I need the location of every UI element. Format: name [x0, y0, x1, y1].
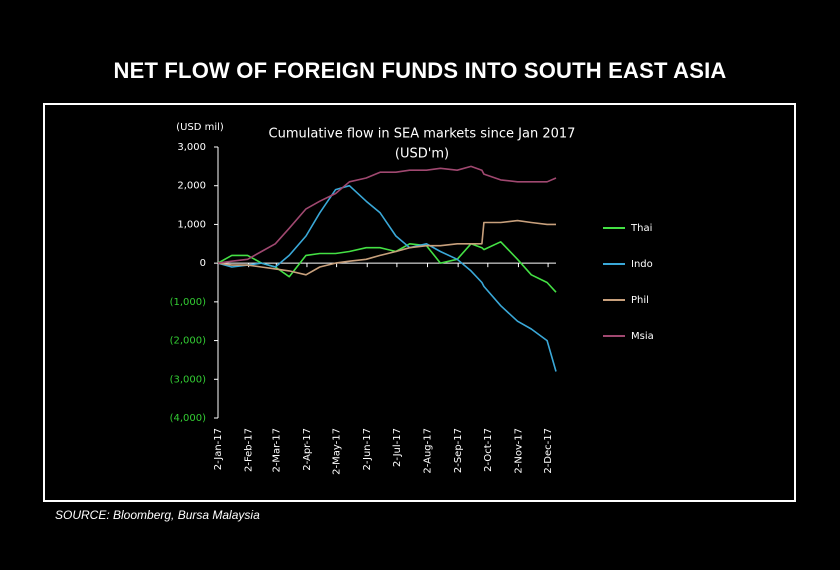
x-tick-label: 2-Jul-17 [392, 428, 403, 467]
y-tick-label: (4,000) [170, 413, 207, 424]
x-tick-label: 2-May-17 [332, 428, 343, 475]
y-tick-label: (3,000) [170, 374, 207, 385]
legend-label: Thai [630, 223, 652, 234]
y-axis-label: (USD mil) [176, 122, 224, 133]
x-tick-label: 2-Aug-17 [423, 428, 434, 474]
x-tick-label: 2-Sep-17 [453, 428, 464, 473]
headline: NET FLOW OF FOREIGN FUNDS INTO SOUTH EAS… [113, 58, 727, 83]
chart-frame [43, 103, 796, 502]
x-tick-label: 2-Apr-17 [302, 428, 313, 471]
legend-label: Phil [631, 295, 649, 306]
y-tick-label: 1,000 [177, 219, 206, 230]
y-tick-label: 2,000 [177, 181, 206, 192]
series-line [217, 241, 557, 293]
x-tick-label: 2-Jan-17 [213, 428, 224, 470]
series-line [217, 184, 557, 372]
x-tick-label: 2-Nov-17 [513, 428, 524, 474]
chart-subtitle: (USD'm) [395, 147, 449, 162]
x-tick-label: 2-Mar-17 [271, 428, 282, 473]
chart-title: Cumulative flow in SEA markets since Jan… [269, 127, 576, 142]
legend-label: Msia [631, 331, 654, 342]
x-tick-label: 2-Dec-17 [543, 428, 554, 474]
series-line [217, 165, 557, 264]
y-tick-label: (1,000) [170, 297, 207, 308]
y-tick-label: 0 [200, 258, 206, 269]
y-tick-label: (2,000) [170, 336, 207, 347]
series-line [217, 219, 556, 276]
x-tick-label: 2-Oct-17 [483, 428, 494, 472]
legend-label: Indo [631, 259, 653, 270]
x-tick-label: 2-Jun-17 [362, 428, 373, 471]
source: SOURCE: Bloomberg, Bursa Malaysia [55, 508, 260, 522]
y-tick-label: 3,000 [177, 142, 206, 153]
x-tick-label: 2-Feb-17 [244, 428, 255, 472]
